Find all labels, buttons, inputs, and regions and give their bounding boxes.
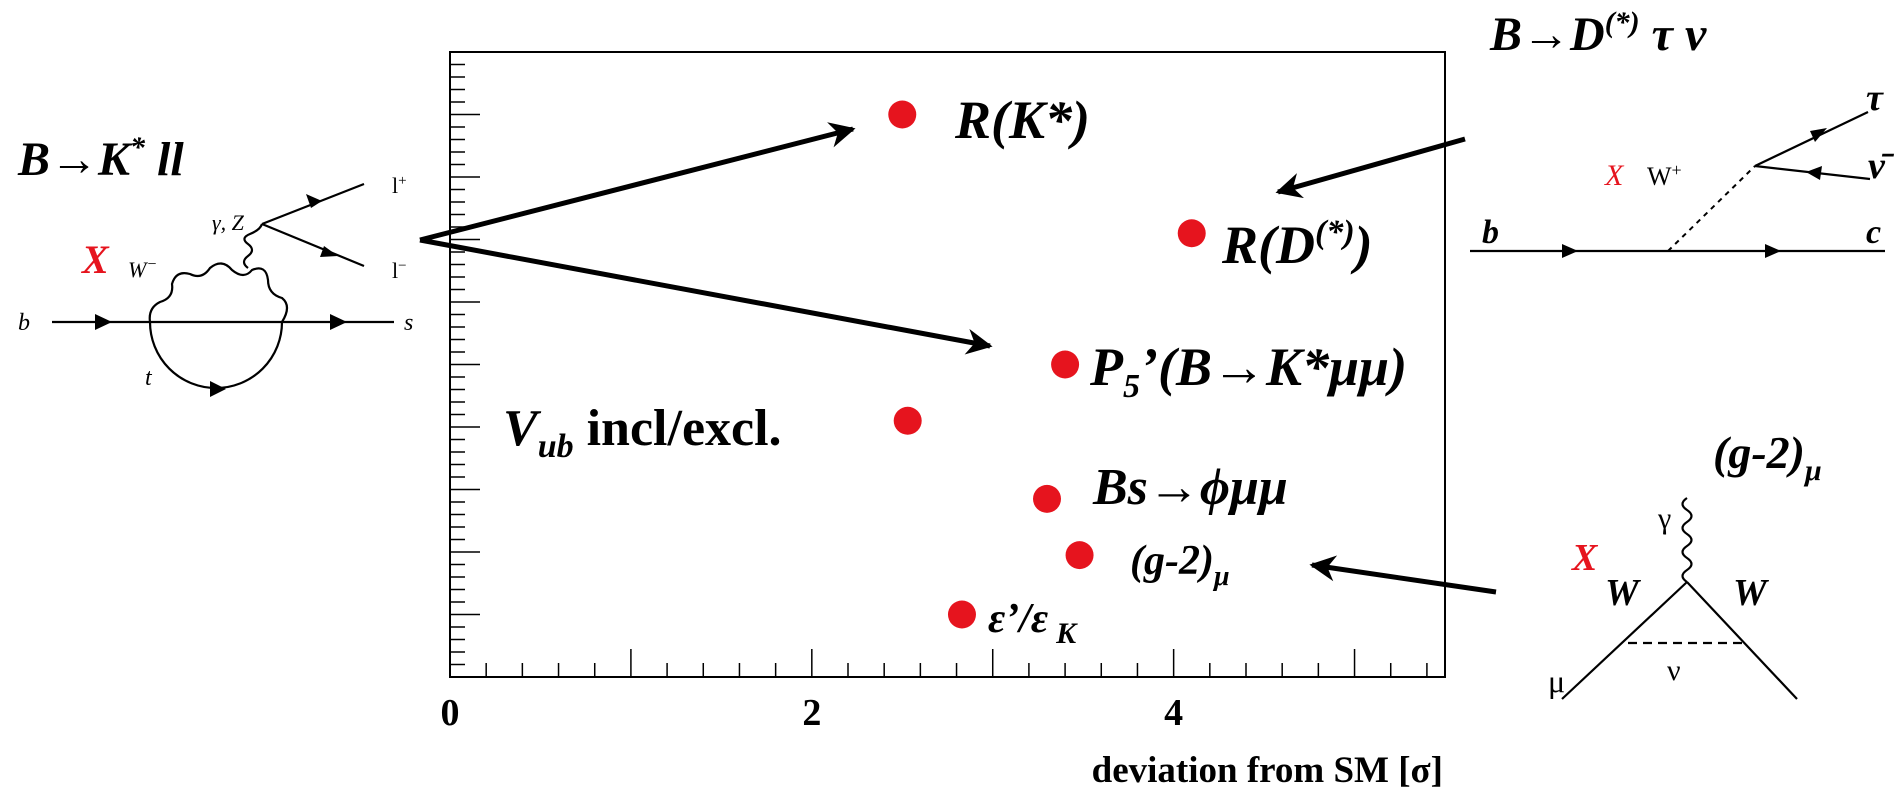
x-tick-label: 4 [1164,692,1183,734]
label-rk: R(K*) [954,90,1090,150]
penguin-b-label: b [18,310,30,336]
g2-w-right [1686,581,1798,700]
g2-gamma: γ [1657,502,1671,535]
x-tick-label: 0 [441,692,460,734]
label-p5: P5’(B→K*μμ) [1089,337,1407,405]
g2-x: X [1571,537,1599,579]
g2-w1: W [1605,572,1642,614]
penguin-b-arrow [95,314,112,330]
g2-nu: ν [1667,654,1681,687]
penguin-x: X [80,237,110,282]
tree-c-arrow [1765,244,1781,258]
tree-diagram: B→D(*) τ ν τ ν̄ X W+ b c [1470,6,1895,258]
x-axis-label: deviation from SM [σ] [1092,750,1443,791]
penguin-lminus-arrow [320,246,338,257]
label-bs: Bs→ϕμμ [1092,459,1288,516]
penguin-gamma-z [242,223,264,269]
data-point [888,100,917,129]
label-vub: Vub incl/excl. [503,400,782,465]
data-point [1033,484,1061,513]
penguin-title: B→K* ll [17,131,184,186]
data-point [893,406,922,435]
label-g2-point: (g-2)μ [1130,538,1230,592]
label-rd: R(D(*)) [1221,214,1373,275]
tree-nubar: ν̄ [1868,145,1895,187]
arrow-to-g2 [1309,555,1497,595]
penguin-lplus-arrow [306,194,322,208]
penguin-w: W− [128,256,157,282]
g2-photon [1681,497,1693,583]
tree-title: B→D(*) τ ν [1489,6,1707,61]
y-axis-ticks [450,51,480,678]
label-eps: ε’/ε K [988,596,1078,650]
tree-w: W+ [1647,160,1682,191]
tree-tau-arrow [1810,128,1827,142]
arrow-to-p5 [419,237,993,355]
tree-nu-arrow [1806,166,1822,180]
g2-diagram: (g-2)μ γ X W W ν μ [1548,427,1822,700]
penguin-t-label: t [145,365,153,391]
penguin-s-label: s [404,310,413,336]
penguin-t-arrow [210,381,226,397]
tree-b: b [1482,214,1499,251]
x-tick-label: 2 [802,692,821,734]
data-points [888,100,1206,629]
penguin-lplus-label: l+ [392,173,407,198]
g2-w2: W [1733,572,1770,614]
arrow-to-rd [1275,136,1466,199]
data-point [1065,541,1094,570]
penguin-s-arrow [330,314,347,330]
penguin-w-boson [148,262,289,323]
tree-c: c [1866,214,1881,251]
penguin-top-quark [148,321,284,390]
penguin-diagram: B→K* ll X W− γ, Z l+ l− b s [17,131,413,397]
tree-x: X [1604,159,1625,192]
data-point [1177,219,1206,248]
penguin-gz: γ, Z [212,210,245,235]
tree-b-arrow [1562,244,1578,258]
pointer-arrows [419,122,1497,595]
g2-mu: μ [1548,663,1565,699]
tree-w-boson [1667,165,1756,252]
penguin-lminus-label: l− [392,258,407,283]
x-axis-ticks [449,649,1428,677]
penguin-lminus [261,222,365,268]
tree-tau: τ [1866,77,1884,119]
x-axis-tick-labels: 0 2 4 [441,692,1184,734]
data-point [947,600,976,629]
tree-tau-line [1754,111,1869,167]
data-point [1051,350,1080,379]
g2-title: (g-2)μ [1713,427,1822,487]
arrow-to-rk [419,122,856,243]
g2-w-left [1561,581,1688,700]
